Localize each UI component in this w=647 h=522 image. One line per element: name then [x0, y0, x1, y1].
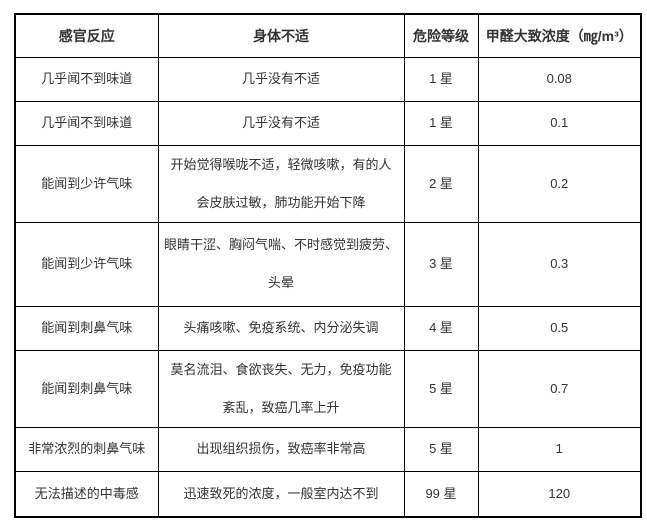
symptoms-cell: 头痛咳嗽、免疫系统、内分泌失调	[157, 305, 405, 351]
column-header-danger-level: 危险等级	[403, 13, 479, 58]
sensory-reaction-cell: 非常浓烈的刺鼻气味	[14, 426, 159, 472]
table-row: 无法描述的中毒感 迅速致死的浓度，一般室内达不到 99 星 120	[14, 470, 642, 518]
concentration-cell: 120	[477, 470, 642, 518]
symptoms-cell: 莫名流泪、食欲丧失、无力，免疫功能 紊乱，致癌几率上升	[157, 349, 405, 428]
sensory-reaction-cell: 几乎闻不到味道	[14, 56, 159, 102]
table-row: 能闻到刺鼻气味 头痛咳嗽、免疫系统、内分泌失调 4 星 0.5	[14, 305, 642, 351]
concentration-cell: 0.7	[477, 349, 642, 428]
symptoms-cell: 几乎没有不适	[157, 56, 405, 102]
danger-level-cell: 2 星	[403, 144, 479, 223]
sensory-reaction-cell: 几乎闻不到味道	[14, 100, 159, 146]
danger-level-cell: 99 星	[403, 470, 479, 518]
column-header-physical-discomfort: 身体不适	[157, 13, 405, 58]
formaldehyde-danger-level-table: 感官反应 身体不适 危险等级 甲醛大致浓度（㎎/m³） 几乎闻不到味道 几乎没有…	[14, 13, 642, 518]
danger-level-cell: 1 星	[403, 56, 479, 102]
danger-level-cell: 4 星	[403, 305, 479, 351]
sensory-reaction-cell: 能闻到刺鼻气味	[14, 305, 159, 351]
column-header-formaldehyde-concentration: 甲醛大致浓度（㎎/m³）	[477, 13, 642, 58]
table-row: 几乎闻不到味道 几乎没有不适 1 星 0.08	[14, 56, 642, 102]
table-row: 能闻到刺鼻气味 莫名流泪、食欲丧失、无力，免疫功能 紊乱，致癌几率上升 5 星 …	[14, 349, 642, 428]
concentration-cell: 0.2	[477, 144, 642, 223]
symptoms-cell: 眼睛干涩、胸闷气喘、不时感觉到疲劳、 头晕	[157, 221, 405, 307]
sensory-reaction-cell: 能闻到少许气味	[14, 144, 159, 223]
concentration-cell: 1	[477, 426, 642, 472]
symptoms-cell: 迅速致死的浓度，一般室内达不到	[157, 470, 405, 518]
table-row: 非常浓烈的刺鼻气味 出现组织损伤，致癌率非常高 5 星 1	[14, 426, 642, 472]
danger-level-cell: 3 星	[403, 221, 479, 307]
concentration-cell: 0.1	[477, 100, 642, 146]
concentration-cell: 0.08	[477, 56, 642, 102]
danger-level-cell: 5 星	[403, 426, 479, 472]
table-header-row: 感官反应 身体不适 危险等级 甲醛大致浓度（㎎/m³）	[14, 13, 642, 58]
symptoms-cell: 开始觉得喉咙不适，轻微咳嗽，有的人 会皮肤过敏，肺功能开始下降	[157, 144, 405, 223]
symptoms-cell: 出现组织损伤，致癌率非常高	[157, 426, 405, 472]
danger-level-cell: 1 星	[403, 100, 479, 146]
danger-level-cell: 5 星	[403, 349, 479, 428]
table-row: 能闻到少许气味 眼睛干涩、胸闷气喘、不时感觉到疲劳、 头晕 3 星 0.3	[14, 221, 642, 307]
sensory-reaction-cell: 无法描述的中毒感	[14, 470, 159, 518]
table-row: 几乎闻不到味道 几乎没有不适 1 星 0.1	[14, 100, 642, 146]
concentration-cell: 0.3	[477, 221, 642, 307]
table-row: 能闻到少许气味 开始觉得喉咙不适，轻微咳嗽，有的人 会皮肤过敏，肺功能开始下降 …	[14, 144, 642, 223]
concentration-cell: 0.5	[477, 305, 642, 351]
sensory-reaction-cell: 能闻到少许气味	[14, 221, 159, 307]
column-header-sensory-reaction: 感官反应	[14, 13, 159, 58]
symptoms-cell: 几乎没有不适	[157, 100, 405, 146]
sensory-reaction-cell: 能闻到刺鼻气味	[14, 349, 159, 428]
